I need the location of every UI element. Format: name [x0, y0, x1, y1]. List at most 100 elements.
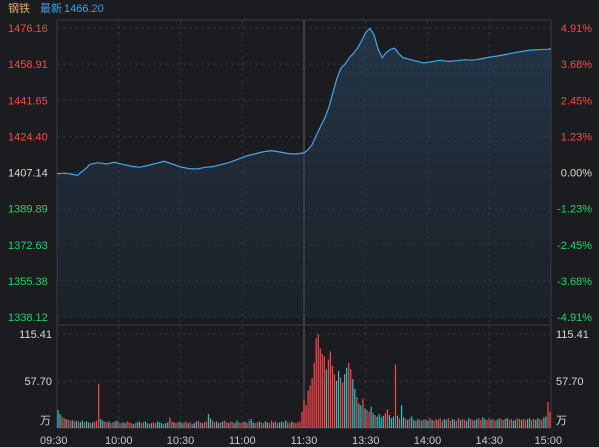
volume-bar: [518, 419, 521, 428]
volume-bar: [506, 418, 508, 428]
volume-bar: [201, 423, 203, 428]
volume-tick-right: 115.41: [556, 329, 589, 341]
volume-bar: [250, 419, 252, 428]
price-tick-left: 1424.40: [8, 131, 48, 143]
volume-bar: [504, 419, 506, 428]
volume-bar: [89, 423, 92, 428]
volume-bar: [520, 419, 523, 428]
volume-bar: [63, 418, 65, 428]
volume-bar: [140, 423, 142, 428]
volume-bar: [425, 419, 427, 428]
volume-bar: [191, 423, 193, 428]
volume-bar: [157, 421, 159, 428]
volume-bar: [398, 418, 401, 428]
volume-bar: [488, 418, 490, 428]
volume-bar: [492, 419, 494, 428]
volume-bar: [102, 420, 104, 428]
volume-bar: [230, 421, 232, 428]
volume-bar: [403, 417, 405, 428]
volume-bar: [283, 422, 285, 428]
price-tick-left: 1372.63: [8, 240, 48, 252]
volume-bar: [476, 419, 478, 428]
volume-bar: [461, 419, 464, 428]
volume-bar: [279, 422, 281, 428]
volume-bar: [183, 422, 185, 428]
volume-bar: [126, 421, 128, 428]
volume-bar: [447, 418, 449, 428]
volume-bar: [116, 420, 118, 428]
volume-bar: [514, 419, 517, 428]
latest-price-value: 1466.20: [64, 3, 104, 15]
volume-bar: [272, 422, 275, 428]
volume-tick-left: 115.41: [19, 329, 52, 341]
volume-bar: [154, 423, 157, 428]
volume-bar: [335, 380, 338, 428]
volume-bar: [236, 420, 238, 428]
volume-bar: [417, 419, 419, 428]
volume-bar: [91, 422, 94, 428]
volume-bar: [185, 421, 187, 428]
volume-bar: [472, 419, 474, 428]
volume-bar: [537, 418, 539, 428]
latest-price-label: 最新: [40, 3, 62, 15]
volume-bar: [527, 419, 529, 428]
percent-tick-right: -1.23%: [557, 204, 592, 216]
volume-bar: [368, 411, 370, 428]
volume-bar: [213, 422, 216, 428]
volume-bar: [110, 423, 112, 428]
volume-bar: [77, 421, 79, 428]
volume-bar: [352, 379, 354, 428]
volume-bar: [79, 422, 81, 428]
volume-bar: [386, 409, 388, 428]
volume-bar: [360, 405, 362, 428]
volume-bar: [449, 420, 451, 428]
price-tick-left: 1355.38: [8, 276, 48, 288]
volume-bar: [323, 356, 325, 428]
volume-bar: [344, 374, 346, 428]
time-tick: 14:00: [414, 435, 442, 447]
volume-bar: [516, 418, 519, 428]
volume-bar: [510, 419, 512, 428]
volume-bar: [411, 416, 413, 428]
volume-bar: [169, 417, 171, 428]
volume-bar: [459, 419, 462, 428]
volume-bar: [165, 423, 167, 428]
volume-bar: [67, 419, 69, 428]
time-tick: 11:00: [229, 435, 256, 447]
volume-bar: [270, 420, 273, 428]
volume-bar: [549, 411, 551, 428]
percent-tick-right: 3.68%: [561, 59, 592, 71]
volume-bar: [400, 405, 403, 428]
volume-bar: [494, 420, 496, 428]
volume-bar: [466, 420, 468, 428]
price-area-fill: [57, 28, 551, 318]
volume-bar: [524, 419, 527, 428]
volume-bar: [144, 421, 147, 428]
volume-bar: [529, 418, 531, 428]
volume-bar: [57, 410, 59, 428]
volume-bar: [409, 418, 411, 428]
volume-bar: [380, 417, 382, 428]
volume-bar: [376, 416, 378, 428]
volume-bar: [124, 423, 126, 428]
percent-tick-right: 2.45%: [561, 95, 592, 107]
volume-bar: [224, 420, 226, 428]
volume-bar: [407, 419, 409, 428]
volume-bar: [98, 384, 100, 428]
volume-bar: [256, 422, 258, 428]
volume-bar: [258, 421, 260, 428]
volume-bar: [268, 423, 271, 428]
volume-bar: [252, 422, 254, 428]
volume-bar: [441, 420, 443, 428]
volume-bar: [295, 423, 297, 428]
volume-bar: [138, 421, 140, 428]
volume-bar: [394, 364, 397, 428]
volume-bar: [114, 421, 116, 428]
index-name: 钢铁: [8, 3, 30, 15]
volume-bar: [443, 419, 445, 428]
volume-bar: [405, 419, 407, 428]
volume-unit-left: 万: [40, 415, 51, 427]
volume-bar: [274, 421, 277, 428]
volume-bar: [187, 423, 189, 428]
